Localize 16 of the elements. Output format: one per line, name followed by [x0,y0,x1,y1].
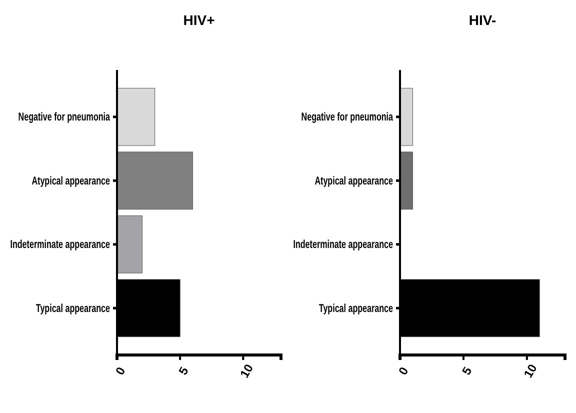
y-tick-label: Indeterminate appearance [293,239,436,252]
x-tick-label: 5 [176,364,192,378]
x-tick-label: 0 [112,364,128,378]
chart-title: HIV+ [183,12,215,28]
x-tick-label: 10 [520,361,540,380]
y-tick-label: Negative for pneumonia [18,112,150,124]
chart-title: HIV- [468,12,496,28]
y-tick-label: Indeterminate appearance [10,239,153,252]
y-tick-label: Atypical appearance [32,175,144,188]
y-tick-label: Negative for pneumonia [301,112,432,124]
x-tick-label: 0 [396,364,412,378]
y-tick-label: Typical appearance [318,302,425,315]
x-tick-label: 10 [237,361,256,380]
x-tick-label: 5 [459,364,475,378]
y-tick-label: Atypical appearance [314,175,427,188]
y-tick-label: Typical appearance [36,302,142,315]
